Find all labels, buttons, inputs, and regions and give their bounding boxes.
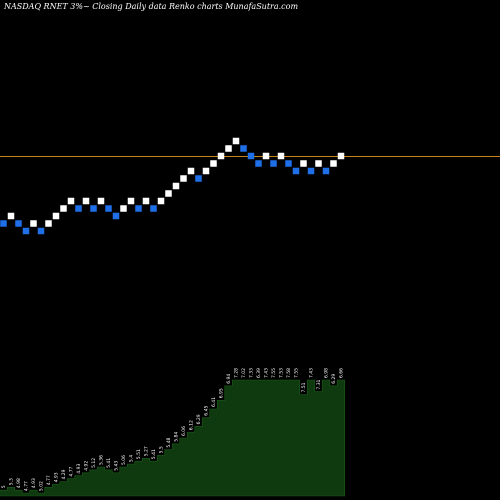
up-brick [315,160,322,167]
brick-label: 4.92 [84,461,90,471]
brick-label: 5.12 [91,458,97,468]
brick-label: 6.95 [219,388,225,398]
up-brick [120,205,127,212]
down-brick [255,160,262,167]
up-brick [60,205,67,212]
brick-label: 6.41 [211,397,217,407]
brick-label: 4.93 [31,478,37,488]
brick-label: 4.29 [61,469,67,479]
down-brick [195,175,202,182]
up-brick [180,175,187,182]
up-brick [210,160,217,167]
up-brick [187,167,195,175]
volume-fill [0,379,346,497]
up-brick [330,160,337,167]
down-brick [135,205,142,212]
brick-label: 5.51 [136,449,142,459]
down-brick [285,160,292,167]
down-brick [322,167,330,175]
brick-label: 6.29 [196,414,202,424]
up-brick [165,190,172,197]
up-brick [300,160,307,167]
brick-label: 5.84 [174,432,180,442]
brick-label: 5 [1,485,7,488]
brick-label: 7.55 [294,368,300,378]
brick-label: 4.77 [46,475,52,485]
down-brick [150,205,157,212]
brick-label: 5.43 [114,461,120,471]
brick-label: 6.66 [339,368,345,378]
brick-label: 6.12 [189,420,195,430]
brick-label: 4.77 [69,466,75,476]
down-brick [270,160,277,167]
down-brick [15,220,22,227]
up-brick [97,197,105,205]
brick-label: 5.06 [121,455,127,465]
up-brick [262,152,270,160]
brick-label: 5.02 [39,481,45,491]
up-brick [225,145,232,152]
brick-label: 4.93 [54,472,60,482]
chart-title: NASDAQ RNET 3%~ Closing Daily data Renko… [3,2,298,11]
up-brick [337,152,345,160]
volume-area [0,379,346,497]
brick-label: 6.06 [181,426,187,436]
down-brick [247,152,255,160]
up-brick [127,197,135,205]
up-brick [277,152,285,160]
brick-label: 7.55 [271,368,277,378]
brick-label: 4.93 [76,464,82,474]
brick-label: 6.39 [256,368,262,378]
brick-label: 7.51 [301,382,307,392]
down-brick [22,227,30,235]
down-brick [307,167,315,175]
brick-label: 7.02 [241,368,247,378]
up-brick [217,152,225,160]
down-brick [0,220,7,227]
brick-label: 7.33 [249,368,255,378]
up-brick [232,137,240,145]
brick-label: 5.41 [106,458,112,468]
brick-label: 7.31 [316,379,322,389]
up-brick [157,197,165,205]
up-brick [45,220,52,227]
brick-price-labels: 55.3 4.98 4.77 4.93 5.024.77 4.93 4.29 4.77 4.93… [1,368,345,491]
down-brick [240,145,247,152]
down-brick [112,212,120,220]
down-brick [105,205,112,212]
brick-label: 6.29 [331,374,337,384]
brick-label: 6.45 [204,406,210,416]
up-brick [142,197,150,205]
down-brick [292,167,300,175]
down-brick [90,205,97,212]
brick-label: 7.28 [234,368,240,378]
brick-label: 7.53 [279,368,285,378]
brick-label: 6.98 [324,368,330,378]
brick-label: 5.41 [151,449,157,459]
brick-label: 4.77 [24,481,30,491]
brick-label: 4.98 [16,478,22,488]
brick-label: 5.5 [159,446,165,453]
down-brick [37,227,45,235]
up-brick [67,197,75,205]
up-brick [7,212,15,220]
brick-label: 5.36 [99,455,105,465]
up-brick [202,167,210,175]
up-brick [172,182,180,190]
brick-label: 7.58 [286,368,292,378]
brick-label: 5.27 [144,446,150,456]
up-brick [30,220,37,227]
brick-label: 7.43 [309,368,315,378]
brick-label: 5.4 [129,455,135,462]
renko-bricks [0,137,345,235]
up-brick [52,212,60,220]
down-brick [75,205,82,212]
brick-label: 7.43 [264,368,270,378]
brick-label: 6.94 [226,374,232,384]
brick-label: 5.3 [9,478,15,485]
up-brick [82,197,90,205]
brick-label: 5.48 [166,437,172,447]
